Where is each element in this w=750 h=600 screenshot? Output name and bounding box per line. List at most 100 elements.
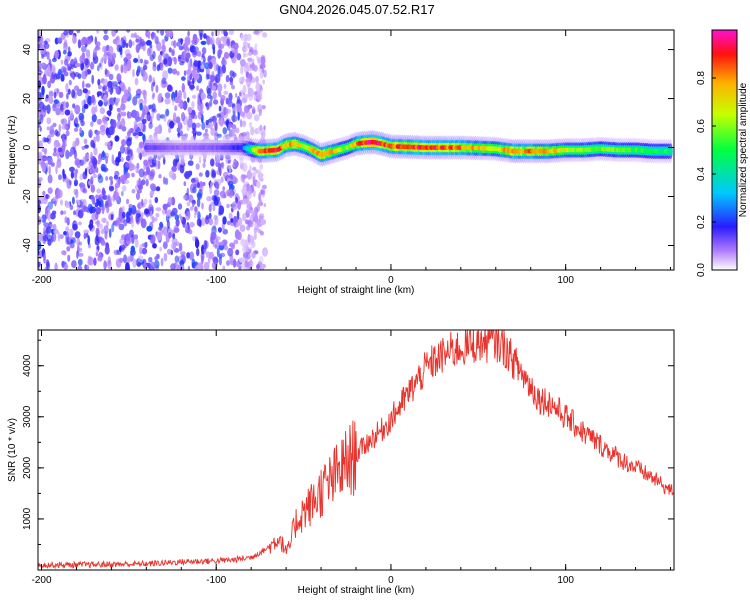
noise-speck [202, 162, 206, 169]
noise-speck [47, 160, 53, 166]
noise-speck [95, 227, 100, 236]
x-tick-label: -100 [206, 575, 226, 586]
noise-speck [171, 237, 178, 245]
noise-speck [211, 169, 216, 178]
noise-speck [52, 152, 57, 157]
noise-speck [82, 88, 88, 94]
noise-speck [258, 192, 261, 203]
noise-speck [263, 125, 266, 131]
noise-speck [140, 216, 144, 224]
noise-speck [145, 114, 150, 121]
noise-speck [231, 128, 236, 136]
noise-speck [205, 73, 210, 80]
noise-speck [67, 46, 71, 53]
noise-speck [131, 219, 135, 228]
noise-speck [196, 131, 202, 136]
noise-speck [95, 130, 101, 136]
noise-speck [65, 231, 70, 242]
noise-speck [203, 156, 207, 164]
noise-speck [168, 126, 172, 134]
noise-speck [119, 257, 124, 263]
noise-speck [225, 97, 229, 105]
noise-speck [67, 51, 72, 57]
noise-speck [218, 241, 225, 246]
noise-speck [77, 265, 83, 270]
noise-speck [219, 153, 224, 161]
noise-speck [105, 155, 109, 165]
y-tick-label: 20 [22, 93, 33, 105]
noise-speck [78, 112, 84, 121]
noise-speck [250, 126, 255, 136]
noise-speck [151, 216, 155, 224]
noise-speck [121, 111, 127, 117]
noise-speck [134, 238, 139, 248]
noise-speck [74, 104, 81, 115]
noise-speck [195, 163, 200, 170]
noise-speck [235, 127, 240, 134]
noise-speck [66, 217, 70, 226]
noise-speck [125, 53, 132, 60]
noise-speck [96, 118, 102, 125]
noise-speck [151, 157, 157, 167]
noise-speck [76, 250, 79, 259]
noise-speck [126, 257, 131, 264]
noise-speck [162, 203, 168, 210]
noise-speck [258, 255, 264, 264]
noise-speck [107, 198, 111, 208]
x-tick-label: 0 [388, 575, 394, 586]
noise-speck [226, 189, 232, 197]
noise-speck [255, 82, 261, 92]
noise-speck [74, 116, 79, 125]
noise-speck [167, 67, 173, 74]
noise-speck [135, 93, 141, 99]
noise-speck [93, 257, 97, 266]
colorbar-tick-label: 0.8 [696, 71, 707, 85]
noise-speck [109, 85, 113, 95]
noise-speck [204, 128, 208, 133]
noise-speck [46, 261, 50, 270]
noise-speck [55, 107, 61, 116]
noise-speck [84, 168, 88, 176]
noise-speck [116, 44, 123, 53]
noise-speck [174, 105, 178, 112]
noise-speck [119, 245, 122, 252]
noise-speck [247, 104, 253, 109]
noise-speck [162, 241, 168, 249]
noise-speck [242, 213, 247, 222]
colorbar: 0.0 0.2 0.4 0.6 0.8 Normalized spectral ampl… [696, 29, 749, 277]
noise-speck [168, 231, 172, 239]
noise-speck [89, 206, 93, 214]
noise-speck [220, 116, 224, 127]
noise-speck [91, 113, 97, 123]
noise-speck [77, 199, 81, 206]
noise-speck [67, 120, 71, 128]
noise-speck [91, 94, 95, 104]
noise-speck [179, 61, 185, 66]
noise-speck [169, 120, 175, 129]
noise-speck [61, 260, 65, 268]
noise-speck [196, 218, 202, 227]
noise-speck [142, 108, 146, 119]
colorbar-tick-label: 0.6 [696, 119, 707, 133]
noise-speck [151, 103, 156, 112]
noise-speck [181, 51, 184, 61]
noise-speck [213, 99, 219, 105]
noise-speck [138, 168, 145, 178]
noise-speck [134, 32, 137, 39]
noise-speck [240, 34, 245, 42]
x-tick-label: -200 [31, 575, 51, 586]
noise-speck [121, 97, 124, 106]
noise-speck [108, 176, 113, 181]
noise-speck [82, 156, 87, 165]
noise-speck [183, 172, 190, 178]
noise-speck [117, 112, 121, 122]
noise-speck [77, 252, 84, 257]
noise-speck [192, 202, 195, 208]
noise-speck [87, 36, 92, 41]
noise-speck [185, 52, 191, 60]
noise-speck [143, 198, 148, 205]
noise-speck [75, 137, 80, 146]
noise-speck [42, 190, 46, 196]
noise-speck [126, 198, 130, 205]
colorbar-label: Normalized spectral amplitude [738, 82, 749, 217]
